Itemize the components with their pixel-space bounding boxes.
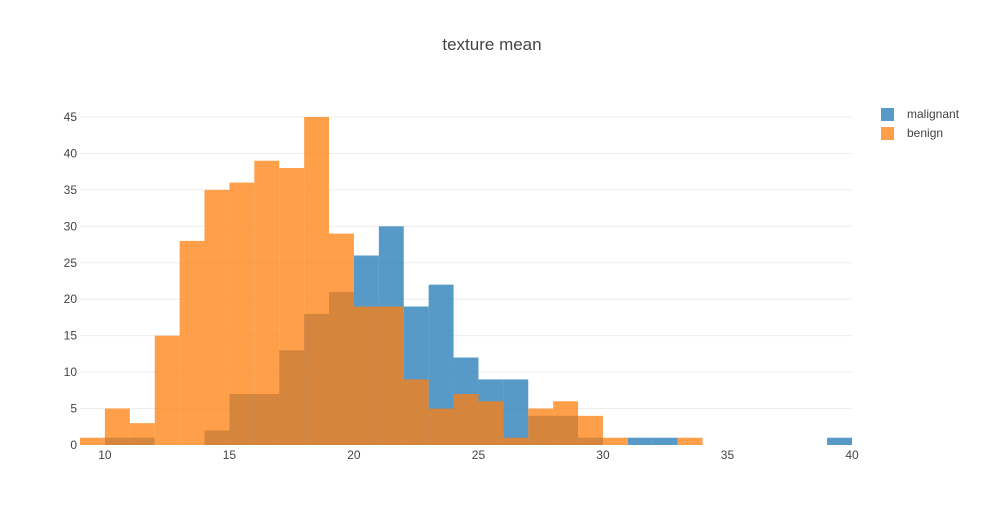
bar-benign [129, 423, 155, 445]
x-tick-label: 25 [472, 448, 486, 462]
bar-benign [329, 233, 354, 445]
legend-label: benign [907, 126, 943, 140]
bar-malignant [627, 437, 653, 445]
x-tick-label: 15 [223, 448, 237, 462]
y-tick-label: 10 [64, 365, 78, 379]
x-tick-label: 30 [596, 448, 610, 462]
bar-benign [229, 182, 255, 445]
bar-benign [204, 189, 230, 445]
x-tick-label: 10 [98, 448, 112, 462]
y-tick-label: 5 [70, 402, 77, 416]
legend-swatch [881, 108, 894, 121]
y-tick-label: 35 [64, 183, 78, 197]
bar-benign [478, 401, 504, 445]
bar-malignant [827, 437, 852, 445]
bar-benign [528, 408, 554, 445]
x-tick-label: 20 [347, 448, 361, 462]
legend-swatch [881, 127, 894, 140]
plot-area [80, 117, 852, 445]
bar-benign [154, 335, 180, 445]
x-axis: 10 15 20 25 30 35 40 [98, 448, 859, 462]
y-tick-label: 15 [64, 329, 78, 343]
bar-benign [602, 437, 628, 445]
y-axis: 0 5 10 15 20 25 30 35 40 45 [64, 110, 78, 452]
legend[interactable]: malignant benign [881, 107, 960, 140]
y-tick-label: 40 [64, 146, 78, 160]
bar-malignant [652, 437, 678, 445]
bar-benign [80, 437, 105, 445]
bar-benign [553, 401, 579, 445]
bar-benign [578, 415, 603, 445]
x-tick-label: 40 [845, 448, 859, 462]
bar-benign [279, 168, 305, 445]
y-tick-label: 30 [64, 219, 78, 233]
chart-title: texture mean [442, 35, 541, 54]
bar-benign [254, 160, 280, 445]
series-benign [80, 117, 703, 445]
bar-malignant [503, 379, 529, 445]
y-tick-label: 45 [64, 110, 78, 124]
bar-benign [104, 408, 130, 445]
x-tick-label: 35 [721, 448, 735, 462]
legend-label: malignant [907, 107, 960, 121]
bar-benign [353, 306, 379, 445]
legend-item-malignant[interactable]: malignant [881, 107, 960, 121]
bar-benign [304, 117, 330, 445]
bar-benign [428, 408, 454, 445]
bar-benign [403, 379, 429, 445]
y-tick-label: 0 [70, 438, 77, 452]
bar-benign [378, 306, 404, 445]
bar-benign [179, 240, 205, 445]
y-tick-label: 25 [64, 256, 78, 270]
bar-benign [677, 437, 703, 445]
legend-item-benign[interactable]: benign [881, 126, 943, 140]
bar-benign [503, 437, 529, 445]
bar-benign [453, 393, 479, 445]
y-tick-label: 20 [64, 292, 78, 306]
